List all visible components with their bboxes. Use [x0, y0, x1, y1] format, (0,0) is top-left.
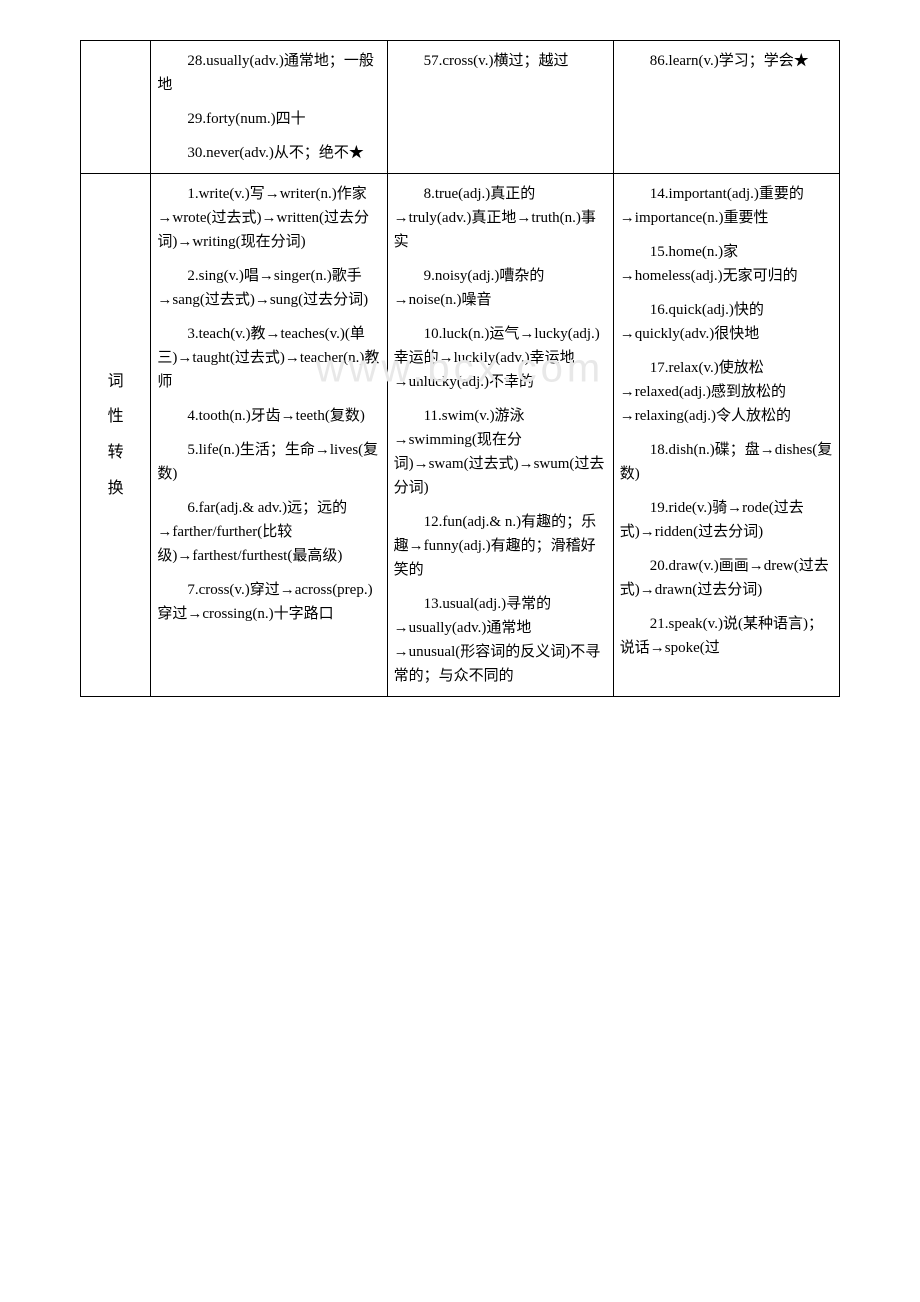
vocab-entry: 5.life(n.)生活；生命→lives(复数) [157, 438, 380, 486]
vocab-entry: 15.home(n.)家→homeless(adj.)无家可归的 [620, 240, 833, 288]
vocab-entry: 29.forty(num.)四十 [157, 107, 380, 131]
vocab-entry: 4.tooth(n.)牙齿→teeth(复数) [157, 404, 380, 428]
vocab-entry: 19.ride(v.)骑→rode(过去式)→ridden(过去分词) [620, 496, 833, 544]
vocab-entry: 17.relax(v.)使放松→relaxed(adj.)感到放松的→relax… [620, 356, 833, 428]
vocab-entry: 6.far(adj.& adv.)远；远的→farther/further(比较… [157, 496, 380, 568]
table-row: 词 性 转 换 1.write(v.)写→writer(n.)作家→wrote(… [81, 174, 840, 697]
row2-colC: 14.important(adj.)重要的→importance(n.)重要性 … [613, 174, 839, 697]
label-char: 转 [87, 440, 144, 466]
vocab-entry: 28.usually(adv.)通常地；一般地 [157, 49, 380, 97]
vocab-entry: 3.teach(v.)教→teaches(v.)(单三)→taught(过去式)… [157, 322, 380, 394]
row1-colA: 28.usually(adv.)通常地；一般地 29.forty(num.)四十… [151, 41, 387, 174]
row1-colC: 86.learn(v.)学习；学会★ [613, 41, 839, 174]
label-char: 词 [87, 369, 144, 395]
vocab-entry: 2.sing(v.)唱→singer(n.)歌手→sang(过去式)→sung(… [157, 264, 380, 312]
vocab-entry: 9.noisy(adj.)嘈杂的→noise(n.)噪音 [394, 264, 607, 312]
row2-colB: 8.true(adj.)真正的→truly(adv.)真正地→truth(n.)… [387, 174, 613, 697]
vocab-entry: 57.cross(v.)横过；越过 [394, 49, 607, 73]
vocab-entry: 7.cross(v.)穿过→across(prep.)穿过→crossing(n… [157, 578, 380, 626]
vocab-entry: 11.swim(v.)游泳→swimming(现在分词)→swam(过去式)→s… [394, 404, 607, 500]
row1-colB: 57.cross(v.)横过；越过 [387, 41, 613, 174]
row2-label-cell: 词 性 转 换 [81, 174, 151, 697]
vocab-entry: 8.true(adj.)真正的→truly(adv.)真正地→truth(n.)… [394, 182, 607, 254]
vocab-entry: 12.fun(adj.& n.)有趣的；乐趣→funny(adj.)有趣的；滑稽… [394, 510, 607, 582]
row2-colA: 1.write(v.)写→writer(n.)作家→wrote(过去式)→wri… [151, 174, 387, 697]
vocab-entry: 18.dish(n.)碟；盘→dishes(复数) [620, 438, 833, 486]
vocab-entry: 13.usual(adj.)寻常的→usually(adv.)通常地→unusu… [394, 592, 607, 688]
vocab-entry: 10.luck(n.)运气→lucky(adj.)幸运的→luckily(adv… [394, 322, 607, 394]
label-char: 性 [87, 404, 144, 430]
label-char: 换 [87, 476, 144, 502]
vocabulary-table: 28.usually(adv.)通常地；一般地 29.forty(num.)四十… [80, 40, 840, 697]
vocab-entry: 86.learn(v.)学习；学会★ [620, 49, 833, 73]
vocab-entry: 16.quick(adj.)快的→quickly(adv.)很快地 [620, 298, 833, 346]
document-page: www.bcx.com 28.usually(adv.)通常地；一般地 29.f… [0, 0, 920, 737]
vocab-entry: 14.important(adj.)重要的→importance(n.)重要性 [620, 182, 833, 230]
vocab-entry: 30.never(adv.)从不；绝不★ [157, 141, 380, 165]
vocab-entry: 20.draw(v.)画画→drew(过去式)→drawn(过去分词) [620, 554, 833, 602]
table-row: 28.usually(adv.)通常地；一般地 29.forty(num.)四十… [81, 41, 840, 174]
vocab-entry: 21.speak(v.)说(某种语言)；说话→spoke(过 [620, 612, 833, 660]
row1-label-cell [81, 41, 151, 174]
vocab-entry: 1.write(v.)写→writer(n.)作家→wrote(过去式)→wri… [157, 182, 380, 254]
